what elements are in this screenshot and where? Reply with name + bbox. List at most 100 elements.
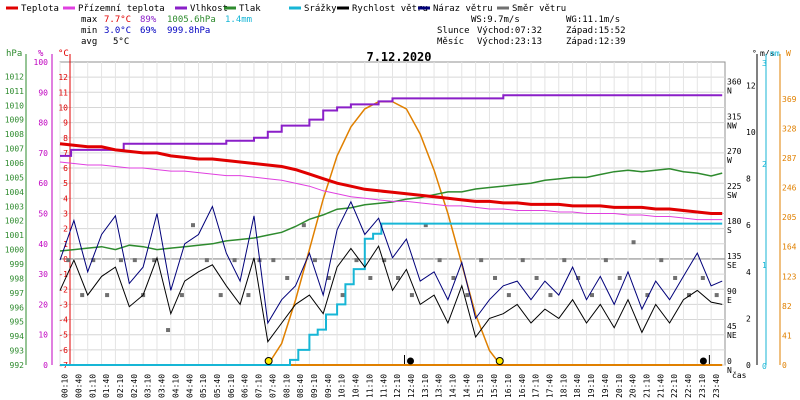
hpa-tick-label: 1005 [5,173,24,182]
min-temp: 3.0°C [104,26,131,36]
header: Teplota Přízemní teplota Vlhkost Tlak Srážky… [6,4,626,64]
pct-tick-label: 80 [38,119,48,128]
direction-compass-label: S [727,226,732,235]
celsius-tick-label: -1 [58,270,68,279]
legend-label: Srážky [304,4,337,14]
x-tick-label: 07:40 [268,374,277,398]
wind-direction-point [204,258,209,263]
x-tick-label: 04:10 [171,374,180,398]
direction-tick-label: 0 [727,357,732,366]
wind-direction-point [191,223,195,228]
radiation-tick-label: 246 [782,184,797,193]
wind-direction-point [396,275,401,280]
celsius-tick-label: -2 [58,285,68,294]
wind-direction-point [423,223,428,228]
x-tick-label: 00:10 [61,374,70,398]
max-rain: 1.4mm [225,15,252,25]
x-tick-label: 18:40 [573,374,582,398]
x-tick-label: 21:40 [656,374,665,398]
rain-tick-label: 1 [762,261,767,270]
hpa-tick-label: 1000 [5,246,24,255]
wind-direction-point [534,275,539,280]
x-tick-label: 14:40 [462,374,471,398]
series-layer [59,94,723,366]
x-tick-label: 17:40 [546,374,555,398]
wind-speed-line [59,244,723,343]
sunset-time: Západ:15:52 [566,26,626,36]
hpa-tick-label: 1009 [5,116,24,125]
x-tick-label: 09:10 [310,374,319,398]
direction-tick-label: 270 [727,147,742,156]
celsius-tick-label: 9 [63,119,68,128]
rain-axis-unit: mm [770,49,780,58]
x-tick-label: 23:10 [698,374,707,398]
rain-tick-label: 3 [762,59,767,68]
pct-tick-label: 70 [38,149,48,158]
direction-tick-label: 180 [727,217,742,226]
hpa-tick-label: 999 [10,260,25,269]
x-axis-labels: 00:10 00:40 01:10 01:40 02:10 02:40 03:10 03:40… [61,374,721,398]
celsius-tick-label: 7 [63,149,68,158]
pct-axis-unit: % [38,49,44,59]
direction-tick-label: 135 [727,252,742,261]
wind-direction-point [80,293,85,298]
x-axis-title: čas [732,370,747,380]
hpa-tick-label: 994 [10,332,25,341]
celsius-tick-label: 3 [63,210,68,219]
radiation-tick-label: 41 [782,331,792,340]
wind-direction-point [700,275,705,280]
celsius-tick-label: 0 [63,255,68,264]
x-tick-label: 06:40 [241,374,250,398]
hpa-tick-label: 1008 [5,130,24,139]
radiation-tick-label: 82 [782,302,792,311]
min-humidity: 69% [140,26,157,36]
wind-direction-point [645,293,650,298]
x-tick-label: 18:10 [559,374,568,398]
min-label: min [81,26,97,36]
wind-direction-point [409,293,414,298]
radiation-tick-label: 369 [782,95,797,104]
x-tick-label: 00:40 [74,374,83,398]
x-tick-label: 15:40 [490,374,499,398]
wind-direction-point [301,223,306,228]
wind-direction-point [179,293,184,298]
direction-compass-label: N [727,366,732,375]
hpa-tick-label: 1004 [5,188,24,197]
wind-direction-point [66,258,71,263]
direction-compass-label: N [727,86,732,95]
x-tick-label: 13:10 [421,374,430,398]
celsius-tick-label: 8 [63,134,68,143]
sunrise-marker [264,357,273,365]
pct-tick-label: 10 [38,331,48,340]
x-tick-label: 02:10 [116,374,125,398]
wind-direction-point [451,275,456,280]
pressure-line [59,168,723,252]
wind-direction-point [354,258,359,263]
radiation-tick-label: 123 [782,272,797,281]
pct-tick-label: 20 [38,300,48,309]
wind-axis-unit: m/s [760,49,775,58]
legend-label: Náraz větru [433,4,493,14]
wind-tick-label: 12 [746,81,756,90]
x-tick-label: 17:10 [532,374,541,398]
sun-label: Slunce [437,26,470,36]
wind-direction-point [246,293,251,298]
wind-gust-max: WG:11.1m/s [566,15,620,25]
wind-gust-line [59,200,723,325]
pct-tick-label: 50 [38,210,48,219]
direction-compass-label: NW [727,121,737,130]
wind-tick-label: 6 [746,221,751,230]
celsius-tick-label: 12 [58,73,68,82]
legend-label: Směr větru [512,4,566,14]
wind-direction-point [506,293,511,298]
x-tick-label: 21:10 [642,374,651,398]
direction-tick-label: 225 [727,182,742,191]
wind-direction-point [673,275,678,280]
hpa-tick-label: 1002 [5,217,24,226]
moonrise-marker [699,357,707,365]
pct-tick-label: 60 [38,179,48,188]
wind-direction-point [326,275,331,280]
wind-direction-point [576,275,581,280]
x-tick-label: 08:40 [296,374,305,398]
hpa-tick-label: 1011 [5,87,24,96]
